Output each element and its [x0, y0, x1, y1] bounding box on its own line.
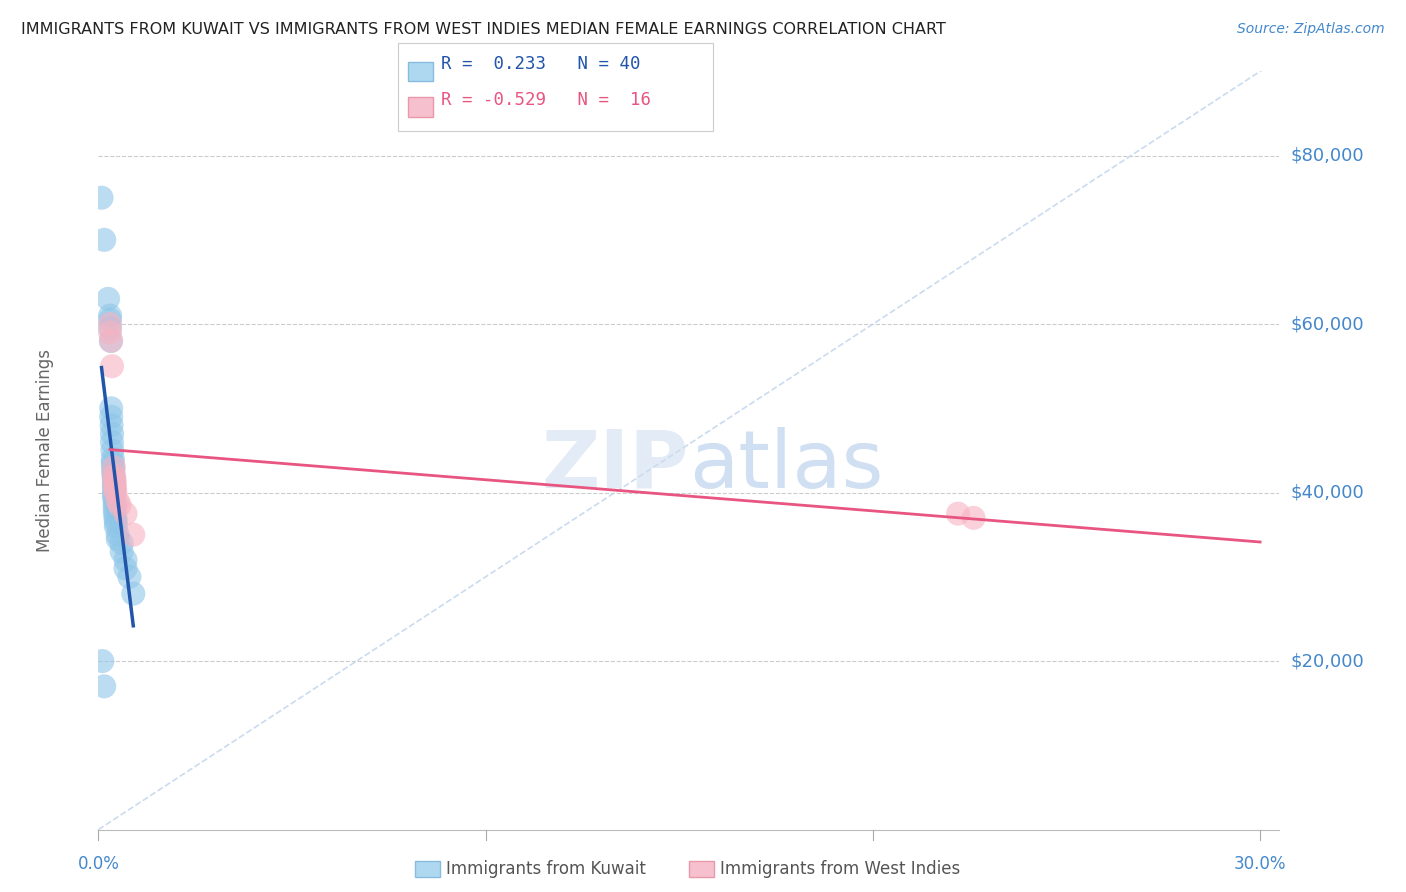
Point	[104, 485, 127, 500]
Point	[101, 435, 124, 450]
Point	[107, 527, 129, 541]
Point	[98, 321, 121, 335]
Point	[103, 468, 125, 483]
Point	[101, 359, 124, 374]
Point	[111, 536, 134, 550]
Point	[118, 570, 141, 584]
Point	[946, 507, 969, 521]
Text: Source: ZipAtlas.com: Source: ZipAtlas.com	[1237, 22, 1385, 37]
Point	[103, 490, 125, 504]
Point	[103, 477, 125, 491]
Point	[104, 507, 127, 521]
Text: $80,000: $80,000	[1291, 146, 1364, 165]
Text: 30.0%: 30.0%	[1234, 855, 1286, 872]
Text: R = -0.529   N =  16: R = -0.529 N = 16	[441, 91, 651, 109]
Point	[962, 511, 984, 525]
Text: Immigrants from Kuwait: Immigrants from Kuwait	[446, 860, 645, 878]
Point	[101, 451, 124, 466]
Point	[91, 654, 114, 668]
Point	[104, 494, 127, 508]
Text: $20,000: $20,000	[1291, 652, 1364, 670]
Point	[104, 519, 127, 533]
Point	[101, 460, 124, 475]
Point	[100, 409, 122, 424]
Point	[103, 468, 125, 483]
Point	[108, 498, 131, 512]
Text: 0.0%: 0.0%	[77, 855, 120, 872]
Point	[104, 473, 127, 487]
Point	[93, 679, 115, 693]
Point	[100, 334, 122, 348]
Text: atlas: atlas	[689, 426, 883, 505]
Point	[103, 473, 125, 487]
Point	[98, 317, 121, 331]
Point	[103, 460, 125, 475]
Point	[101, 443, 124, 458]
Text: Median Female Earnings: Median Female Earnings	[37, 349, 55, 552]
Point	[98, 313, 121, 327]
Point	[93, 233, 115, 247]
Point	[100, 334, 122, 348]
Text: $40,000: $40,000	[1291, 483, 1364, 501]
Point	[107, 532, 129, 546]
Point	[104, 511, 127, 525]
Point	[98, 326, 121, 340]
Point	[104, 482, 127, 496]
Point	[122, 527, 145, 541]
Point	[98, 309, 121, 323]
Point	[101, 426, 124, 441]
Text: Immigrants from West Indies: Immigrants from West Indies	[720, 860, 960, 878]
Point	[104, 515, 127, 529]
Point	[103, 485, 125, 500]
Point	[104, 477, 127, 491]
Point	[100, 418, 122, 433]
Text: IMMIGRANTS FROM KUWAIT VS IMMIGRANTS FROM WEST INDIES MEDIAN FEMALE EARNINGS COR: IMMIGRANTS FROM KUWAIT VS IMMIGRANTS FRO…	[21, 22, 946, 37]
Point	[101, 465, 124, 479]
Point	[90, 191, 112, 205]
Text: R =  0.233   N = 40: R = 0.233 N = 40	[441, 55, 641, 73]
Point	[107, 494, 129, 508]
Point	[100, 401, 122, 416]
Point	[97, 292, 120, 306]
Text: $60,000: $60,000	[1291, 315, 1364, 333]
Point	[104, 502, 127, 516]
Point	[114, 561, 136, 575]
Point	[114, 507, 136, 521]
Text: ZIP: ZIP	[541, 426, 689, 505]
Point	[103, 482, 125, 496]
Point	[122, 587, 145, 601]
Point	[101, 456, 124, 470]
Point	[111, 544, 134, 558]
Point	[104, 498, 127, 512]
Point	[114, 553, 136, 567]
